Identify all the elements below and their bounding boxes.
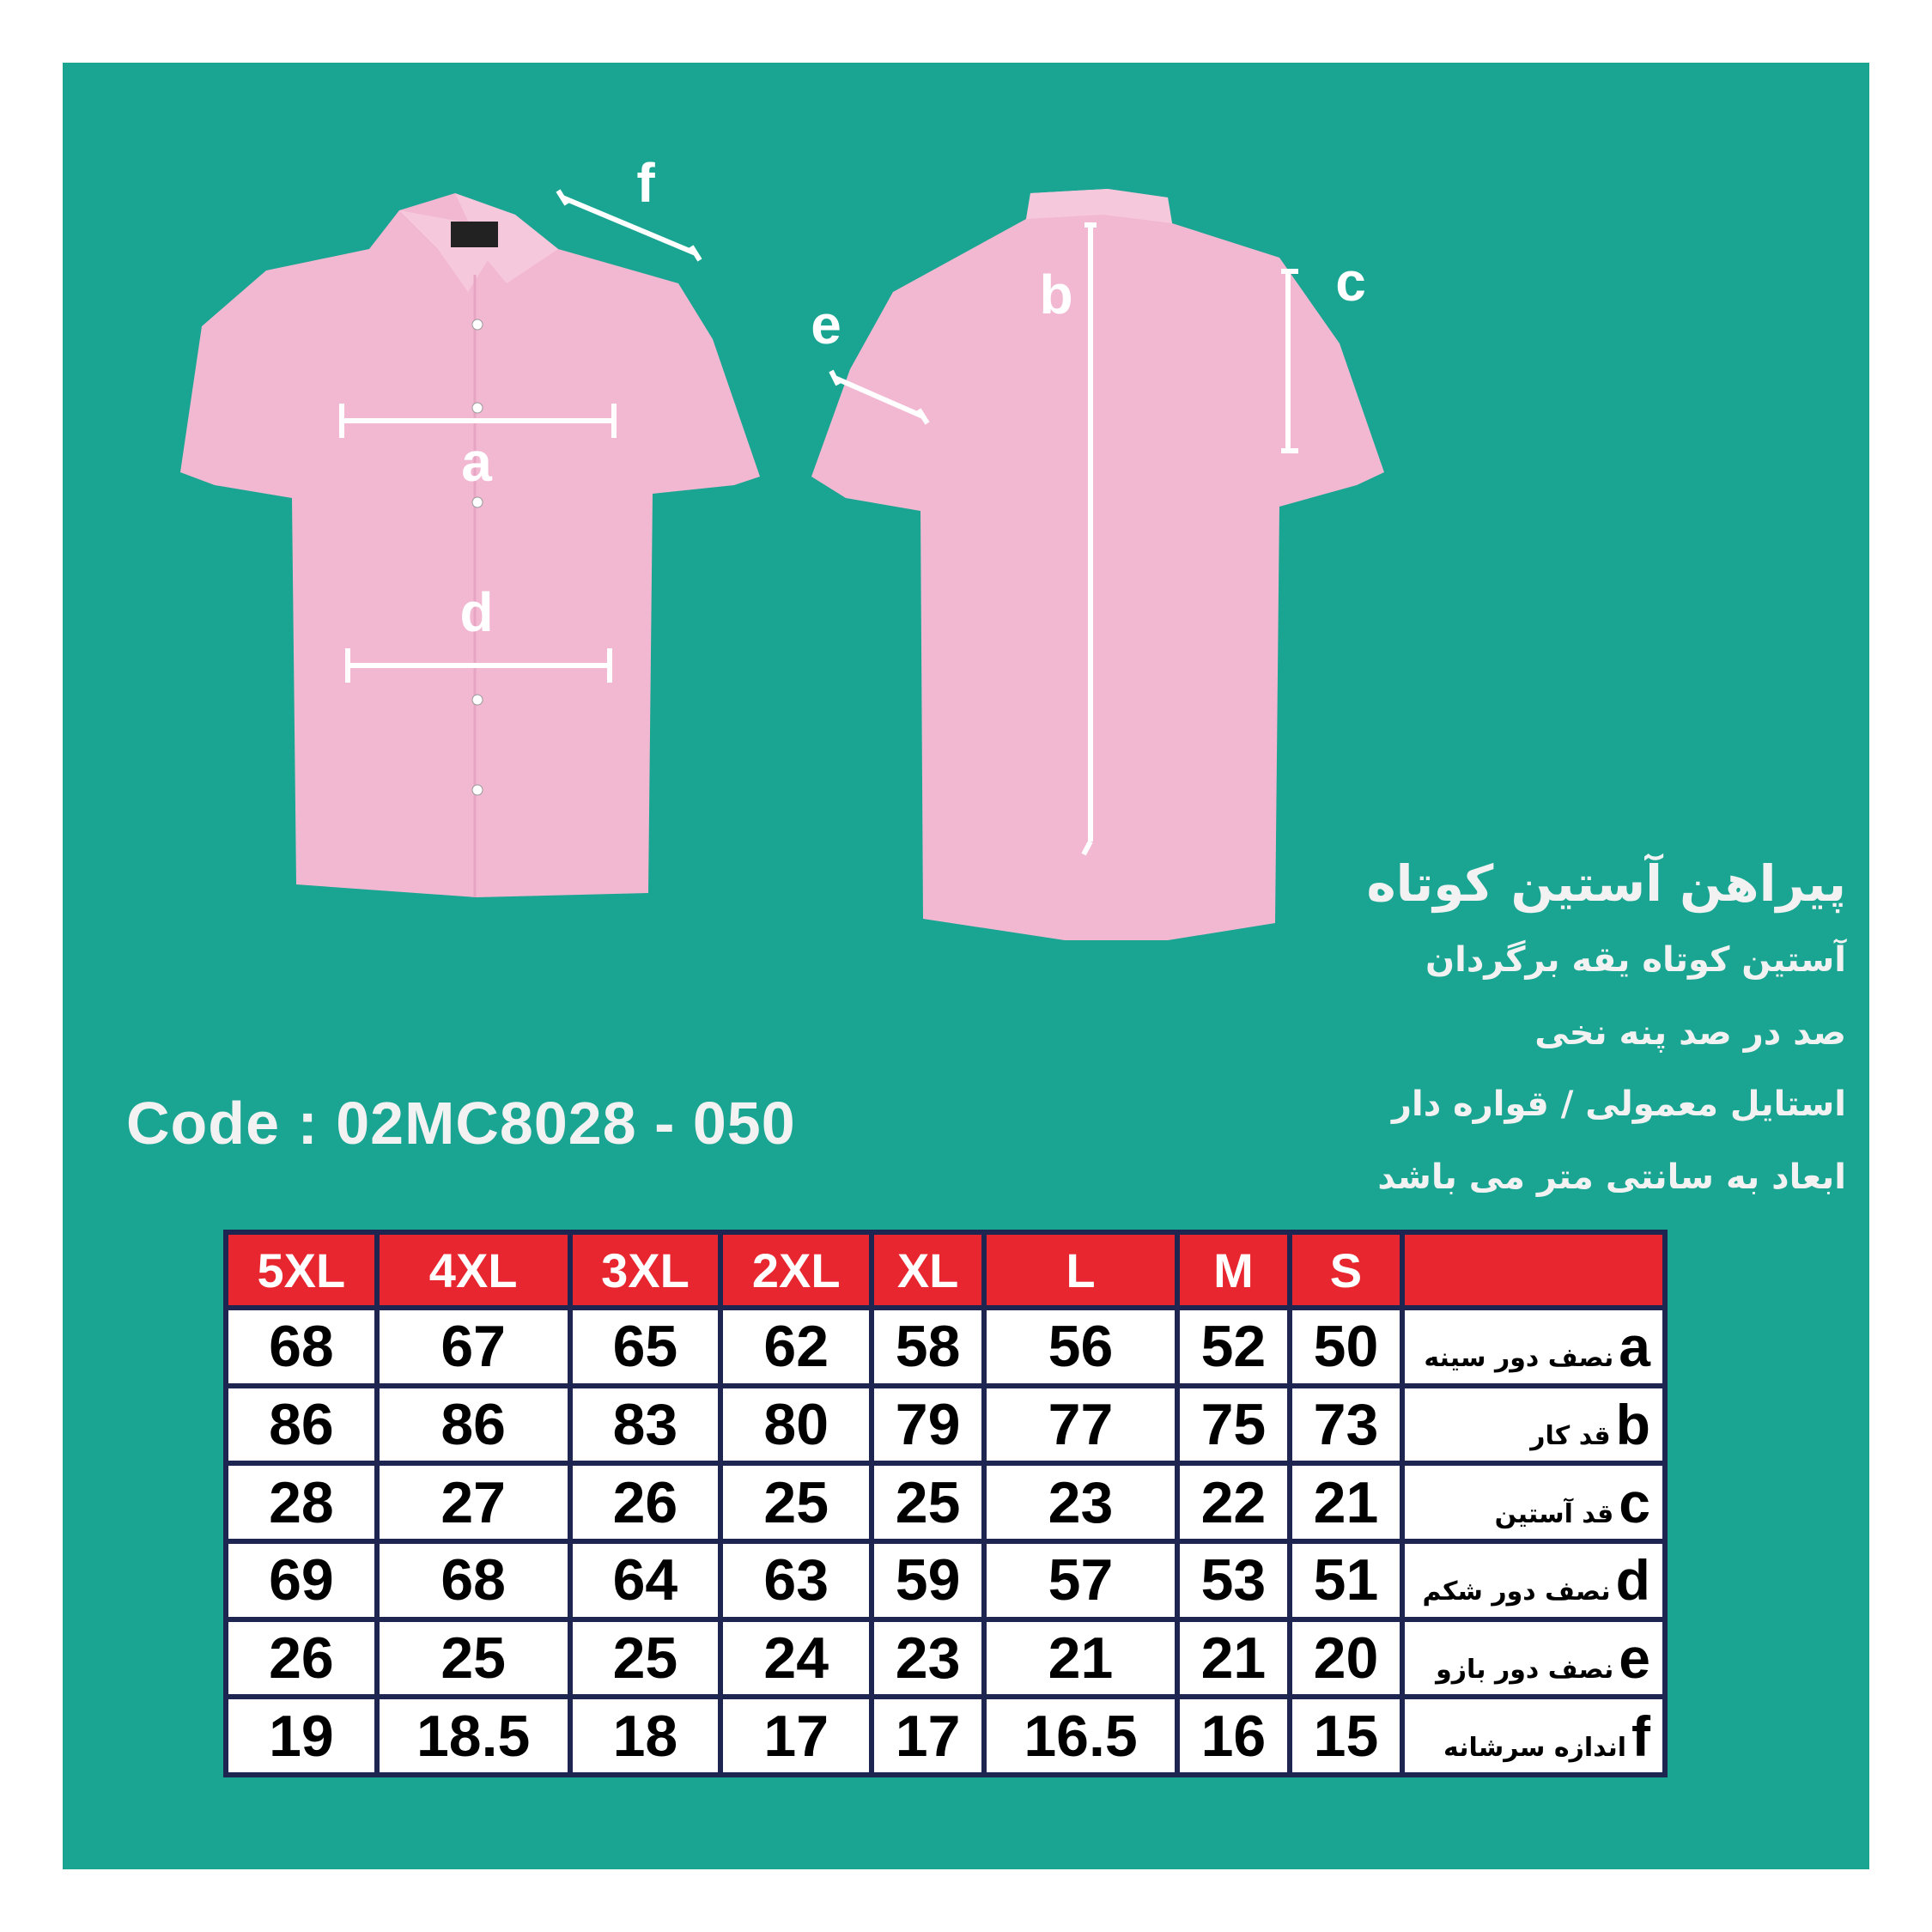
- size-value: 25: [572, 1621, 719, 1695]
- table-row: 86 86 83 80 79 77 75 73 قد کارb: [228, 1388, 1662, 1461]
- measurement-label: قد آستینc: [1405, 1466, 1662, 1539]
- table-row: 28 27 26 25 25 23 22 21 قد آستینc: [228, 1466, 1662, 1539]
- table-row: 69 68 64 63 59 57 53 51 نصف دور شکمd: [228, 1543, 1662, 1617]
- label-f: f: [636, 152, 655, 214]
- measure-lines: [339, 189, 1298, 856]
- label-b: b: [1039, 264, 1072, 325]
- size-value: 51: [1291, 1543, 1400, 1617]
- header-row: 5XL 4XL 3XL 2XL XL L M S: [228, 1235, 1662, 1305]
- size-value: 25: [874, 1466, 982, 1539]
- measurement-letter: f: [1631, 1704, 1650, 1768]
- measurement-label: نصف دور شکمd: [1405, 1543, 1662, 1617]
- size-value: 25: [723, 1466, 870, 1539]
- feature-3: استایل معمولی / قواره دار: [1391, 1084, 1846, 1124]
- size-value: 18: [572, 1699, 719, 1772]
- size-header: 3XL: [572, 1235, 719, 1305]
- size-value: 22: [1179, 1466, 1287, 1539]
- measurement-name: قد کار: [1530, 1420, 1611, 1451]
- size-value: 16.5: [987, 1699, 1175, 1772]
- size-value: 15: [1291, 1699, 1400, 1772]
- size-value: 80: [723, 1388, 870, 1461]
- size-value: 86: [379, 1388, 568, 1461]
- size-chart: 5XL 4XL 3XL 2XL XL L M S 68 67 65 62 58 56 52 50 نصف دو…: [223, 1230, 1668, 1777]
- size-value: 50: [1291, 1310, 1400, 1383]
- size-value: 18.5: [379, 1699, 568, 1772]
- size-value: 58: [874, 1310, 982, 1383]
- size-value: 53: [1179, 1543, 1287, 1617]
- table-row: 68 67 65 62 58 56 52 50 نصف دور سینهa: [228, 1310, 1662, 1383]
- size-value: 63: [723, 1543, 870, 1617]
- size-value: 20: [1291, 1621, 1400, 1695]
- feature-2: صد در صد پنه نخی: [1534, 1013, 1846, 1053]
- size-value: 21: [987, 1621, 1175, 1695]
- size-value: 75: [1179, 1388, 1287, 1461]
- size-value: 52: [1179, 1310, 1287, 1383]
- measurement-label: قد کارb: [1405, 1388, 1662, 1461]
- size-value: 24: [723, 1621, 870, 1695]
- table-row: 26 25 25 24 23 21 21 20 نصف دور بازوe: [228, 1621, 1662, 1695]
- size-header: M: [1179, 1235, 1287, 1305]
- table-row: 19 18.5 18 17 17 16.5 16 15 اندازه سرشانهf: [228, 1699, 1662, 1772]
- feature-4: ابعاد به سانتی متر می باشد: [1377, 1157, 1846, 1197]
- measurement-name: نصف دور بازو: [1436, 1654, 1614, 1685]
- size-value: 21: [1291, 1466, 1400, 1539]
- measurement-name: قد آستین: [1494, 1498, 1614, 1529]
- size-header: 2XL: [723, 1235, 870, 1305]
- measurement-name: اندازه سرشانه: [1443, 1732, 1627, 1763]
- label-c: c: [1335, 251, 1366, 313]
- size-value: 23: [874, 1621, 982, 1695]
- size-value: 28: [228, 1466, 374, 1539]
- size-value: 17: [874, 1699, 982, 1772]
- size-header: S: [1291, 1235, 1400, 1305]
- size-value: 79: [874, 1388, 982, 1461]
- shirt-diagram: a d f b c e: [180, 152, 1384, 940]
- size-value: 17: [723, 1699, 870, 1772]
- size-value: 73: [1291, 1388, 1400, 1461]
- feature-1: آستین کوتاه یقه برگردان: [1425, 940, 1846, 980]
- label-e: e: [811, 294, 841, 355]
- size-value: 59: [874, 1543, 982, 1617]
- product-title: پیراهن آستین کوتاه: [1366, 854, 1846, 913]
- size-value: 26: [228, 1621, 374, 1695]
- size-value: 57: [987, 1543, 1175, 1617]
- label-d: d: [459, 581, 493, 643]
- size-value: 65: [572, 1310, 719, 1383]
- size-value: 67: [379, 1310, 568, 1383]
- size-header: XL: [874, 1235, 982, 1305]
- size-value: 21: [1179, 1621, 1287, 1695]
- size-value: 68: [228, 1310, 374, 1383]
- measurement-letter: e: [1619, 1625, 1650, 1690]
- size-value: 77: [987, 1388, 1175, 1461]
- measurement-label: نصف دور سینهa: [1405, 1310, 1662, 1383]
- size-value: 56: [987, 1310, 1175, 1383]
- front-shirt: [180, 193, 760, 897]
- back-shirt: [811, 189, 1384, 940]
- size-value: 16: [1179, 1699, 1287, 1772]
- size-header: 4XL: [379, 1235, 568, 1305]
- measurement-letter: d: [1615, 1548, 1650, 1613]
- size-header: [1405, 1235, 1662, 1305]
- measurement-name: نصف دور سینه: [1424, 1343, 1614, 1374]
- size-header: 5XL: [228, 1235, 374, 1305]
- size-value: 25: [379, 1621, 568, 1695]
- measurement-letter: b: [1615, 1392, 1650, 1456]
- size-value: 64: [572, 1543, 719, 1617]
- size-value: 83: [572, 1388, 719, 1461]
- measurement-label: اندازه سرشانهf: [1405, 1699, 1662, 1772]
- size-value: 86: [228, 1388, 374, 1461]
- size-value: 68: [379, 1543, 568, 1617]
- size-value: 23: [987, 1466, 1175, 1539]
- label-a: a: [461, 431, 492, 493]
- size-value: 69: [228, 1543, 374, 1617]
- measurement-letter: c: [1619, 1470, 1650, 1534]
- product-code: Code : 02MC8028 - 050: [126, 1090, 796, 1157]
- measurement-letter: a: [1619, 1315, 1650, 1379]
- size-value: 19: [228, 1699, 374, 1772]
- size-value: 27: [379, 1466, 568, 1539]
- size-header: L: [987, 1235, 1175, 1305]
- measurement-label: نصف دور بازوe: [1405, 1621, 1662, 1695]
- measurement-name: نصف دور شکم: [1422, 1577, 1611, 1607]
- size-value: 26: [572, 1466, 719, 1539]
- size-value: 62: [723, 1310, 870, 1383]
